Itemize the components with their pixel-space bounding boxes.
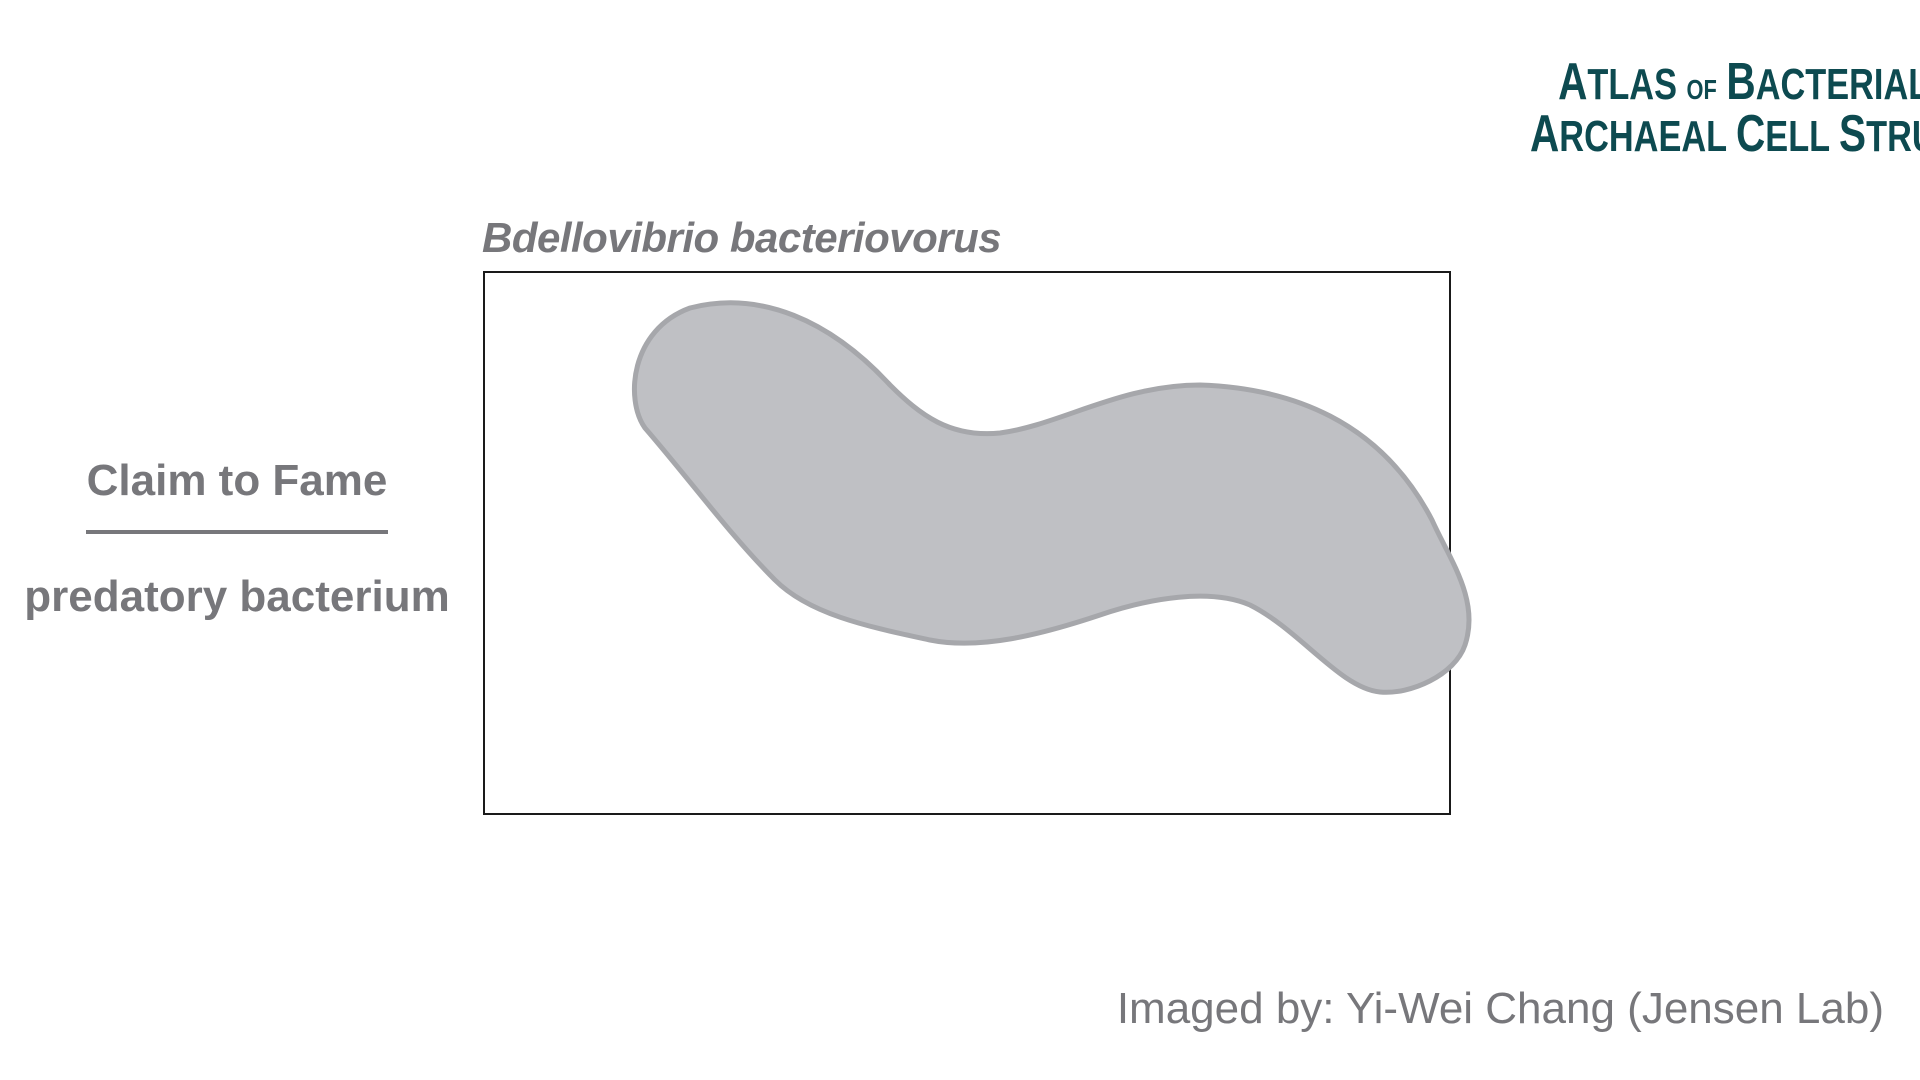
logo-letter: A [1558, 53, 1588, 111]
image-frame [483, 271, 1451, 815]
atlas-logo: Atlas of Bacterial and Archaeal Cell Str… [1530, 53, 1920, 163]
logo-word: tlas [1587, 60, 1677, 109]
logo-letter: B [1726, 53, 1756, 111]
logo-line-1: Atlas of Bacterial and [1530, 53, 1920, 111]
logo-letter: S [1839, 105, 1867, 163]
logo-line-2: Archaeal Cell Structure [1530, 105, 1920, 163]
bacterium-cell-shape [632, 300, 1472, 695]
logo-word: of [1686, 74, 1717, 105]
claim-to-fame-heading: Claim to Fame [86, 456, 388, 505]
claim-divider [86, 530, 388, 534]
logo-word: acterial [1755, 60, 1920, 109]
logo-letter: C [1736, 105, 1766, 163]
logo-word: tructure [1866, 112, 1920, 161]
claim-to-fame-value: predatory bacterium [24, 572, 450, 621]
logo-word: rchaeal [1559, 112, 1727, 161]
logo-letter: A [1530, 105, 1560, 163]
imaging-credit: Imaged by: Yi-Wei Chang (Jensen Lab) [1116, 984, 1884, 1033]
logo-word: ell [1765, 112, 1830, 161]
organism-name: Bdellovibrio bacteriovorus [482, 214, 1002, 261]
